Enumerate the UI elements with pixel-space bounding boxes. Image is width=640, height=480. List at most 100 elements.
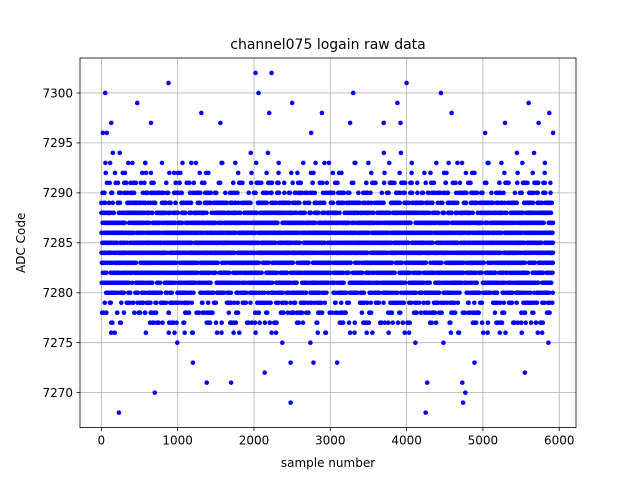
data-point [102, 300, 108, 306]
data-point [443, 180, 449, 186]
data-point [107, 180, 113, 186]
data-point [106, 200, 112, 206]
data-point [107, 160, 113, 166]
data-point [188, 210, 194, 216]
data-point [290, 260, 296, 266]
data-point [386, 190, 391, 196]
data-point [153, 300, 159, 306]
data-point [413, 340, 418, 345]
data-point [164, 250, 169, 256]
data-point [452, 310, 458, 316]
data-point [402, 180, 408, 186]
data-point [459, 160, 465, 166]
data-point [226, 310, 232, 316]
data-point [167, 170, 172, 176]
data-point [213, 190, 219, 196]
data-point [102, 200, 108, 206]
data-point [238, 210, 243, 216]
data-point [142, 180, 147, 186]
data-point [235, 300, 241, 306]
data-point [237, 330, 242, 336]
data-point [171, 170, 177, 176]
data-point [248, 200, 253, 206]
data-point [179, 220, 185, 226]
data-point [423, 260, 429, 266]
data-point [389, 260, 395, 266]
data-point [287, 190, 293, 196]
data-point [276, 160, 282, 166]
data-point [446, 160, 451, 166]
data-point [273, 330, 279, 336]
data-point [226, 270, 232, 276]
data-point [122, 170, 128, 176]
data-point [441, 210, 447, 216]
data-point [401, 300, 407, 306]
data-point [386, 330, 391, 336]
data-point [300, 160, 306, 166]
data-point [409, 180, 415, 186]
data-point [194, 270, 200, 276]
data-point [152, 200, 158, 206]
data-point [172, 330, 177, 336]
data-point [133, 180, 139, 186]
data-point [415, 190, 420, 196]
data-point [279, 340, 285, 345]
data-point [368, 300, 374, 306]
data-point [414, 180, 420, 186]
data-point [173, 200, 178, 206]
data-point [132, 310, 137, 316]
data-point [179, 190, 185, 196]
data-point [359, 310, 365, 316]
data-point [197, 200, 203, 206]
data-point [299, 310, 305, 316]
data-point [269, 280, 275, 286]
data-point [409, 190, 415, 196]
data-point [202, 180, 207, 186]
data-point [463, 200, 469, 206]
data-point [294, 280, 299, 286]
data-point [348, 260, 353, 266]
data-point [316, 210, 321, 216]
data-point [110, 200, 116, 206]
data-point [315, 330, 321, 336]
data-point [398, 150, 404, 156]
data-point [259, 180, 264, 186]
data-point [474, 190, 480, 196]
data-point [248, 150, 254, 156]
data-point [173, 180, 178, 186]
data-point [207, 270, 213, 276]
data-point [222, 190, 228, 196]
data-point [386, 160, 392, 166]
data-point [213, 220, 218, 226]
data-point [139, 170, 145, 176]
data-point [110, 150, 116, 156]
data-point [397, 310, 403, 316]
data-point [321, 200, 327, 206]
data-point [339, 170, 344, 176]
data-point [385, 320, 391, 326]
data-point [312, 190, 318, 196]
data-point [474, 280, 479, 286]
data-point [347, 190, 352, 196]
data-point [331, 190, 336, 196]
data-point [324, 290, 329, 296]
data-point [135, 290, 141, 296]
data-point [191, 180, 197, 186]
data-point [187, 180, 192, 186]
data-point [130, 300, 136, 306]
data-point [295, 170, 300, 176]
data-point [439, 310, 444, 316]
data-point [439, 260, 444, 266]
data-point [463, 170, 469, 176]
data-point [110, 320, 115, 326]
data-point [267, 320, 273, 326]
data-point [200, 300, 205, 306]
data-point [420, 190, 426, 196]
data-point [308, 210, 314, 216]
data-point [368, 170, 374, 176]
data-point [188, 200, 194, 206]
data-point [205, 300, 211, 306]
data-point [158, 290, 164, 296]
data-point [143, 330, 149, 336]
data-point [140, 300, 146, 306]
